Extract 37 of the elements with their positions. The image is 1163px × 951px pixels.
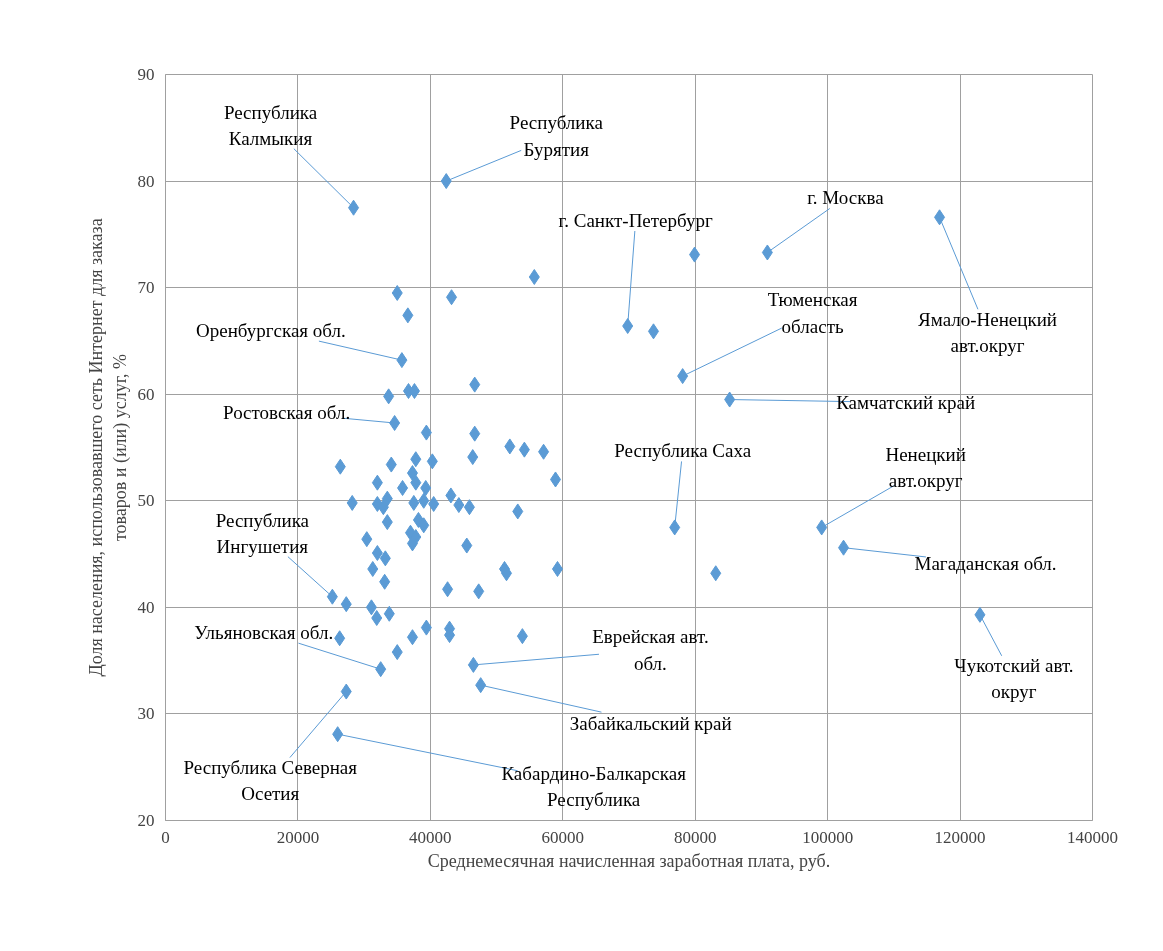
y-tick-label: 30	[137, 704, 155, 724]
x-tick-label: 40000	[409, 827, 452, 847]
annotation: Ненецкий авт.округ	[885, 443, 966, 492]
annotation: Ростовская обл.	[223, 402, 351, 424]
annotation: Еврейская авт. обл.	[592, 626, 709, 674]
annotation: г. Москва	[807, 186, 885, 208]
y-axis-title: Доля населения, использовавшего сеть Интернет для заказа товаров и (или) услуг, %	[85, 218, 131, 677]
annotation: Забайкальский край	[569, 712, 732, 734]
annotation: Республика Северная Осетия	[183, 756, 358, 805]
y-tick-label: 80	[137, 171, 155, 191]
annotation: Камчатский край	[836, 392, 976, 414]
y-tick-label: 90	[137, 65, 155, 84]
annotation: г. Санкт-Петербург	[558, 209, 713, 231]
x-tick-label: 80000	[673, 827, 717, 847]
annotation: Оренбургская обл.	[195, 319, 346, 341]
y-tick-label: 70	[137, 278, 155, 298]
y-tick-label: 20	[137, 811, 155, 830]
annotation: Кабардино-Балкарская Республика	[501, 762, 687, 810]
annotation: Ямало-Ненецкий авт.округ	[918, 308, 1058, 356]
x-axis-title: Среднемесячная начисленная заработная плата, руб.	[427, 850, 831, 871]
annotation: Республика Ингушетия	[215, 510, 310, 558]
x-tick-label: 0	[161, 827, 170, 847]
annotation: Республика Саха	[614, 439, 752, 461]
x-tick-label: 140000	[1067, 827, 1118, 847]
annotation: Республика Калмыкия	[223, 102, 318, 150]
annotation: Тюменская область	[767, 289, 858, 337]
x-tick-label: 60000	[541, 827, 585, 847]
x-tick-label: 120000	[934, 827, 986, 847]
x-tick-label: 20000	[276, 827, 320, 847]
x-tick-label: 100000	[802, 827, 854, 847]
annotation: Республика Бурятия	[509, 112, 604, 160]
annotation: Ульяновская обл.	[194, 621, 334, 643]
annotation: Магаданская обл.	[914, 553, 1057, 575]
y-tick-label: 40	[137, 597, 155, 617]
y-tick-label: 60	[137, 384, 155, 404]
annotation: Чукотский авт. округ	[954, 655, 1074, 703]
y-tick-label: 50	[137, 491, 155, 511]
